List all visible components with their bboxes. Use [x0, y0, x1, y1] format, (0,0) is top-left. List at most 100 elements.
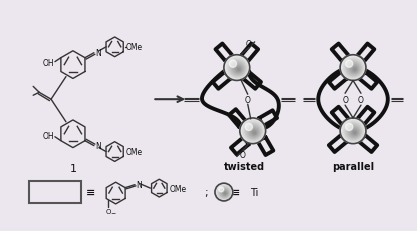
Circle shape [352, 130, 357, 135]
Circle shape [234, 66, 242, 73]
Circle shape [236, 68, 240, 72]
Circle shape [354, 132, 356, 134]
Circle shape [223, 191, 227, 195]
Circle shape [351, 66, 358, 73]
Circle shape [225, 56, 249, 81]
Circle shape [215, 183, 233, 201]
Circle shape [216, 184, 232, 200]
Circle shape [236, 67, 241, 72]
Circle shape [346, 61, 362, 77]
Text: O: O [358, 95, 364, 104]
Text: O: O [245, 95, 251, 104]
Circle shape [349, 127, 359, 137]
Circle shape [230, 61, 245, 77]
Circle shape [218, 186, 231, 199]
Circle shape [238, 70, 239, 71]
Circle shape [341, 119, 365, 143]
Circle shape [248, 127, 259, 138]
Circle shape [216, 185, 232, 200]
Circle shape [345, 61, 362, 77]
Circle shape [232, 64, 244, 75]
Text: O: O [246, 40, 252, 49]
Text: OMe: OMe [126, 147, 143, 156]
Circle shape [229, 60, 246, 78]
Circle shape [220, 188, 229, 198]
Circle shape [241, 120, 264, 143]
Circle shape [250, 129, 258, 137]
Circle shape [346, 124, 353, 131]
Text: −: − [110, 210, 116, 215]
Circle shape [348, 64, 360, 75]
Text: twisted: twisted [224, 162, 265, 172]
Circle shape [350, 128, 359, 137]
Circle shape [220, 188, 229, 197]
Circle shape [233, 64, 243, 75]
Text: O: O [342, 95, 348, 104]
Text: ;: ; [204, 187, 208, 197]
Circle shape [347, 125, 361, 139]
Circle shape [345, 124, 362, 140]
Circle shape [254, 132, 255, 134]
Circle shape [351, 129, 358, 137]
Circle shape [351, 67, 358, 73]
Circle shape [252, 130, 257, 135]
Circle shape [344, 123, 363, 141]
Circle shape [348, 127, 360, 138]
Text: Ti: Ti [250, 187, 258, 197]
Circle shape [234, 65, 243, 74]
Text: parallel: parallel [332, 162, 374, 172]
Circle shape [218, 186, 231, 199]
Circle shape [253, 132, 256, 134]
Circle shape [223, 191, 227, 195]
Circle shape [219, 187, 230, 198]
Circle shape [217, 185, 231, 200]
Circle shape [241, 119, 265, 143]
Circle shape [341, 56, 365, 81]
Text: OMe: OMe [169, 184, 186, 193]
Circle shape [242, 121, 264, 142]
Circle shape [343, 58, 364, 79]
Circle shape [247, 126, 260, 139]
Circle shape [237, 69, 240, 71]
Text: O: O [106, 208, 111, 214]
Circle shape [225, 57, 249, 80]
Circle shape [244, 122, 263, 141]
Circle shape [245, 124, 262, 140]
Circle shape [354, 70, 356, 71]
Text: OH: OH [42, 59, 54, 68]
Circle shape [346, 61, 353, 68]
Circle shape [352, 67, 357, 72]
Circle shape [235, 67, 241, 73]
Text: N: N [95, 49, 100, 58]
Circle shape [224, 193, 226, 194]
Circle shape [231, 62, 245, 76]
Circle shape [227, 58, 248, 79]
Circle shape [228, 59, 247, 78]
Circle shape [240, 119, 266, 144]
Circle shape [219, 187, 224, 192]
Circle shape [249, 127, 259, 137]
Circle shape [344, 60, 363, 78]
Text: O: O [240, 150, 246, 159]
Text: OH: OH [42, 132, 54, 141]
Circle shape [245, 124, 252, 131]
Circle shape [231, 63, 244, 76]
Circle shape [246, 125, 261, 139]
Circle shape [349, 64, 359, 75]
Circle shape [216, 184, 232, 201]
Circle shape [354, 69, 356, 71]
Circle shape [342, 121, 364, 142]
Circle shape [346, 124, 362, 140]
Circle shape [344, 122, 363, 141]
Circle shape [344, 59, 363, 78]
Circle shape [229, 61, 236, 68]
Circle shape [353, 68, 357, 72]
Circle shape [244, 123, 262, 141]
Circle shape [224, 192, 226, 195]
Text: ≡: ≡ [86, 187, 95, 197]
Circle shape [219, 187, 230, 198]
Text: 1: 1 [69, 164, 76, 174]
Circle shape [347, 63, 360, 76]
Circle shape [222, 191, 228, 196]
Circle shape [224, 55, 250, 81]
